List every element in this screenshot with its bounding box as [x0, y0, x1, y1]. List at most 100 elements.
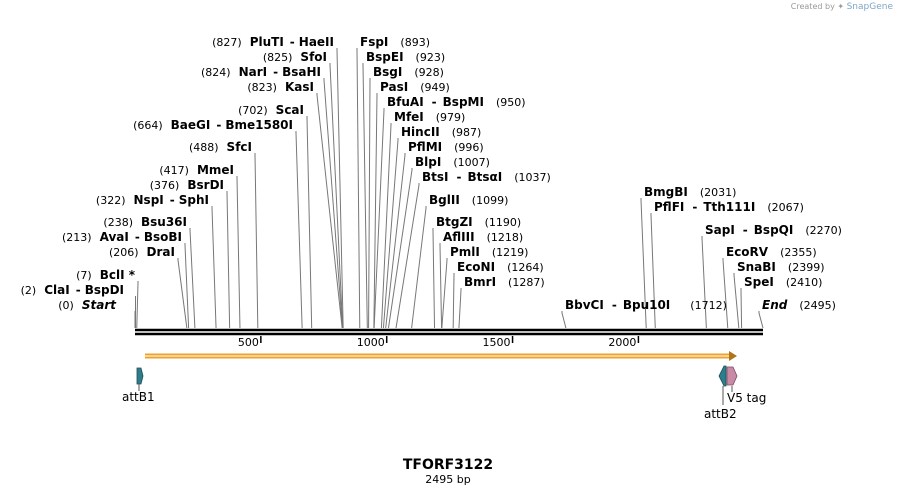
- site-position: (417): [159, 164, 189, 177]
- site-name-secondary: BsaHI: [282, 65, 321, 79]
- attB1-feature[interactable]: [136, 367, 144, 385]
- site-name: PasI: [380, 80, 408, 94]
- site-leader-line: [373, 108, 385, 329]
- site-position: (2270): [805, 224, 842, 237]
- site-name: BmgBI: [644, 185, 688, 199]
- site-name-secondary: HaeII: [299, 35, 334, 49]
- site-leader-line: [254, 153, 259, 329]
- site-position: (1287): [508, 276, 545, 289]
- site-leader-line: [211, 206, 217, 329]
- site-name: Bsu36I: [141, 215, 187, 229]
- site-name: BclI *: [100, 268, 136, 282]
- site-leader-line: [184, 243, 190, 329]
- site-name-separator: -: [216, 118, 221, 132]
- site-name-separator: -: [290, 35, 295, 49]
- site-name: EcoNI: [457, 260, 495, 274]
- v5-tag-feature[interactable]: [726, 366, 738, 386]
- site-name: EcoRV: [726, 245, 769, 259]
- snapgene-credit: Created by ✦ SnapGene: [791, 2, 893, 12]
- site-leader-line: [722, 258, 729, 329]
- site-name: KasI: [285, 80, 314, 94]
- site-leader-line: [650, 213, 656, 329]
- attB2-label: attB2: [704, 407, 737, 421]
- site-position: (893): [400, 36, 430, 49]
- site-leader-line: [740, 288, 743, 329]
- site-name: BglII: [429, 193, 460, 207]
- map-length: 2495 bp: [425, 473, 470, 486]
- site-leader-line: [432, 228, 436, 329]
- site-leader-line: [323, 78, 343, 329]
- orf-arrow-head[interactable]: [729, 351, 737, 361]
- site-position: (949): [420, 81, 450, 94]
- site-name: SfoI: [300, 50, 327, 64]
- site-position: (950): [496, 96, 526, 109]
- site-name: MmeI: [197, 163, 234, 177]
- site-name: ScaI: [276, 103, 304, 117]
- site-leader-line: [385, 153, 406, 329]
- site-name-secondary: BtsαI: [467, 170, 502, 184]
- site-name-secondary: Bme1580I: [225, 118, 293, 132]
- site-leader-line: [380, 123, 392, 329]
- site-leader-line: [336, 48, 344, 329]
- attB2-feature[interactable]: [718, 365, 727, 387]
- site-leader-line: [411, 206, 427, 329]
- site-name: BtsI: [422, 170, 449, 184]
- site-leader-line: [439, 243, 443, 329]
- site-name: PluTI: [250, 35, 284, 49]
- site-leader-line: [295, 131, 303, 329]
- site-position: (238): [103, 216, 133, 229]
- site-position: (2495): [799, 299, 836, 312]
- site-position: (923): [416, 51, 446, 64]
- site-name: HincII: [401, 125, 440, 139]
- site-name-secondary: Bpu10I: [623, 298, 670, 312]
- site-leader-line: [306, 116, 313, 329]
- site-position: (2067): [767, 201, 804, 214]
- site-leader-line: [395, 183, 420, 329]
- site-leader-line: [373, 93, 378, 329]
- site-name-separator: -: [692, 200, 697, 214]
- site-position: (2355): [780, 246, 817, 259]
- site-position: (2399): [788, 261, 825, 274]
- site-leader-line: [458, 288, 462, 329]
- site-name-secondary: BspQI: [754, 223, 794, 237]
- site-position: (979): [436, 111, 466, 124]
- site-position: (825): [263, 51, 293, 64]
- site-position: (213): [62, 231, 92, 244]
- scale-ticks: 500 1000 1500 2000: [238, 336, 640, 349]
- site-name-separator: -: [457, 170, 462, 184]
- site-leader-line: [387, 168, 413, 329]
- site-leader-line: [226, 191, 231, 329]
- site-position: (1712): [690, 299, 727, 312]
- site-name-separator: -: [76, 283, 81, 297]
- site-position: (2031): [700, 186, 737, 199]
- site-position: (664): [133, 119, 163, 132]
- site-name-separator: -: [743, 223, 748, 237]
- site-position: (1007): [453, 156, 490, 169]
- site-position: (2): [21, 284, 37, 297]
- site-leader-line: [382, 138, 399, 329]
- site-leader-line: [452, 273, 455, 329]
- site-name: AflIII: [443, 230, 475, 244]
- site-leader-line: [356, 48, 361, 329]
- site-name: PmlI: [450, 245, 480, 259]
- scale-tick-label: 500: [238, 336, 259, 349]
- site-name: FspI: [360, 35, 388, 49]
- site-name: SnaBI: [737, 260, 776, 274]
- site-name: End: [762, 298, 788, 312]
- site-position: (1099): [472, 194, 509, 207]
- site-leader-line: [236, 176, 241, 329]
- site-name-separator: -: [612, 298, 617, 312]
- site-name: AvaI: [100, 230, 129, 244]
- site-leader-line: [177, 258, 188, 329]
- site-name: BbvCI: [565, 298, 604, 312]
- site-position: (827): [212, 36, 242, 49]
- site-leader-lines: [134, 48, 764, 329]
- site-name: PflFI: [654, 200, 684, 214]
- site-name: SfcI: [227, 140, 252, 154]
- site-position: (823): [247, 81, 277, 94]
- site-name: DraI: [147, 245, 175, 259]
- site-name-secondary: Tth111I: [703, 200, 755, 214]
- site-name-separator: -: [432, 95, 437, 109]
- site-name: ClaI: [44, 283, 69, 297]
